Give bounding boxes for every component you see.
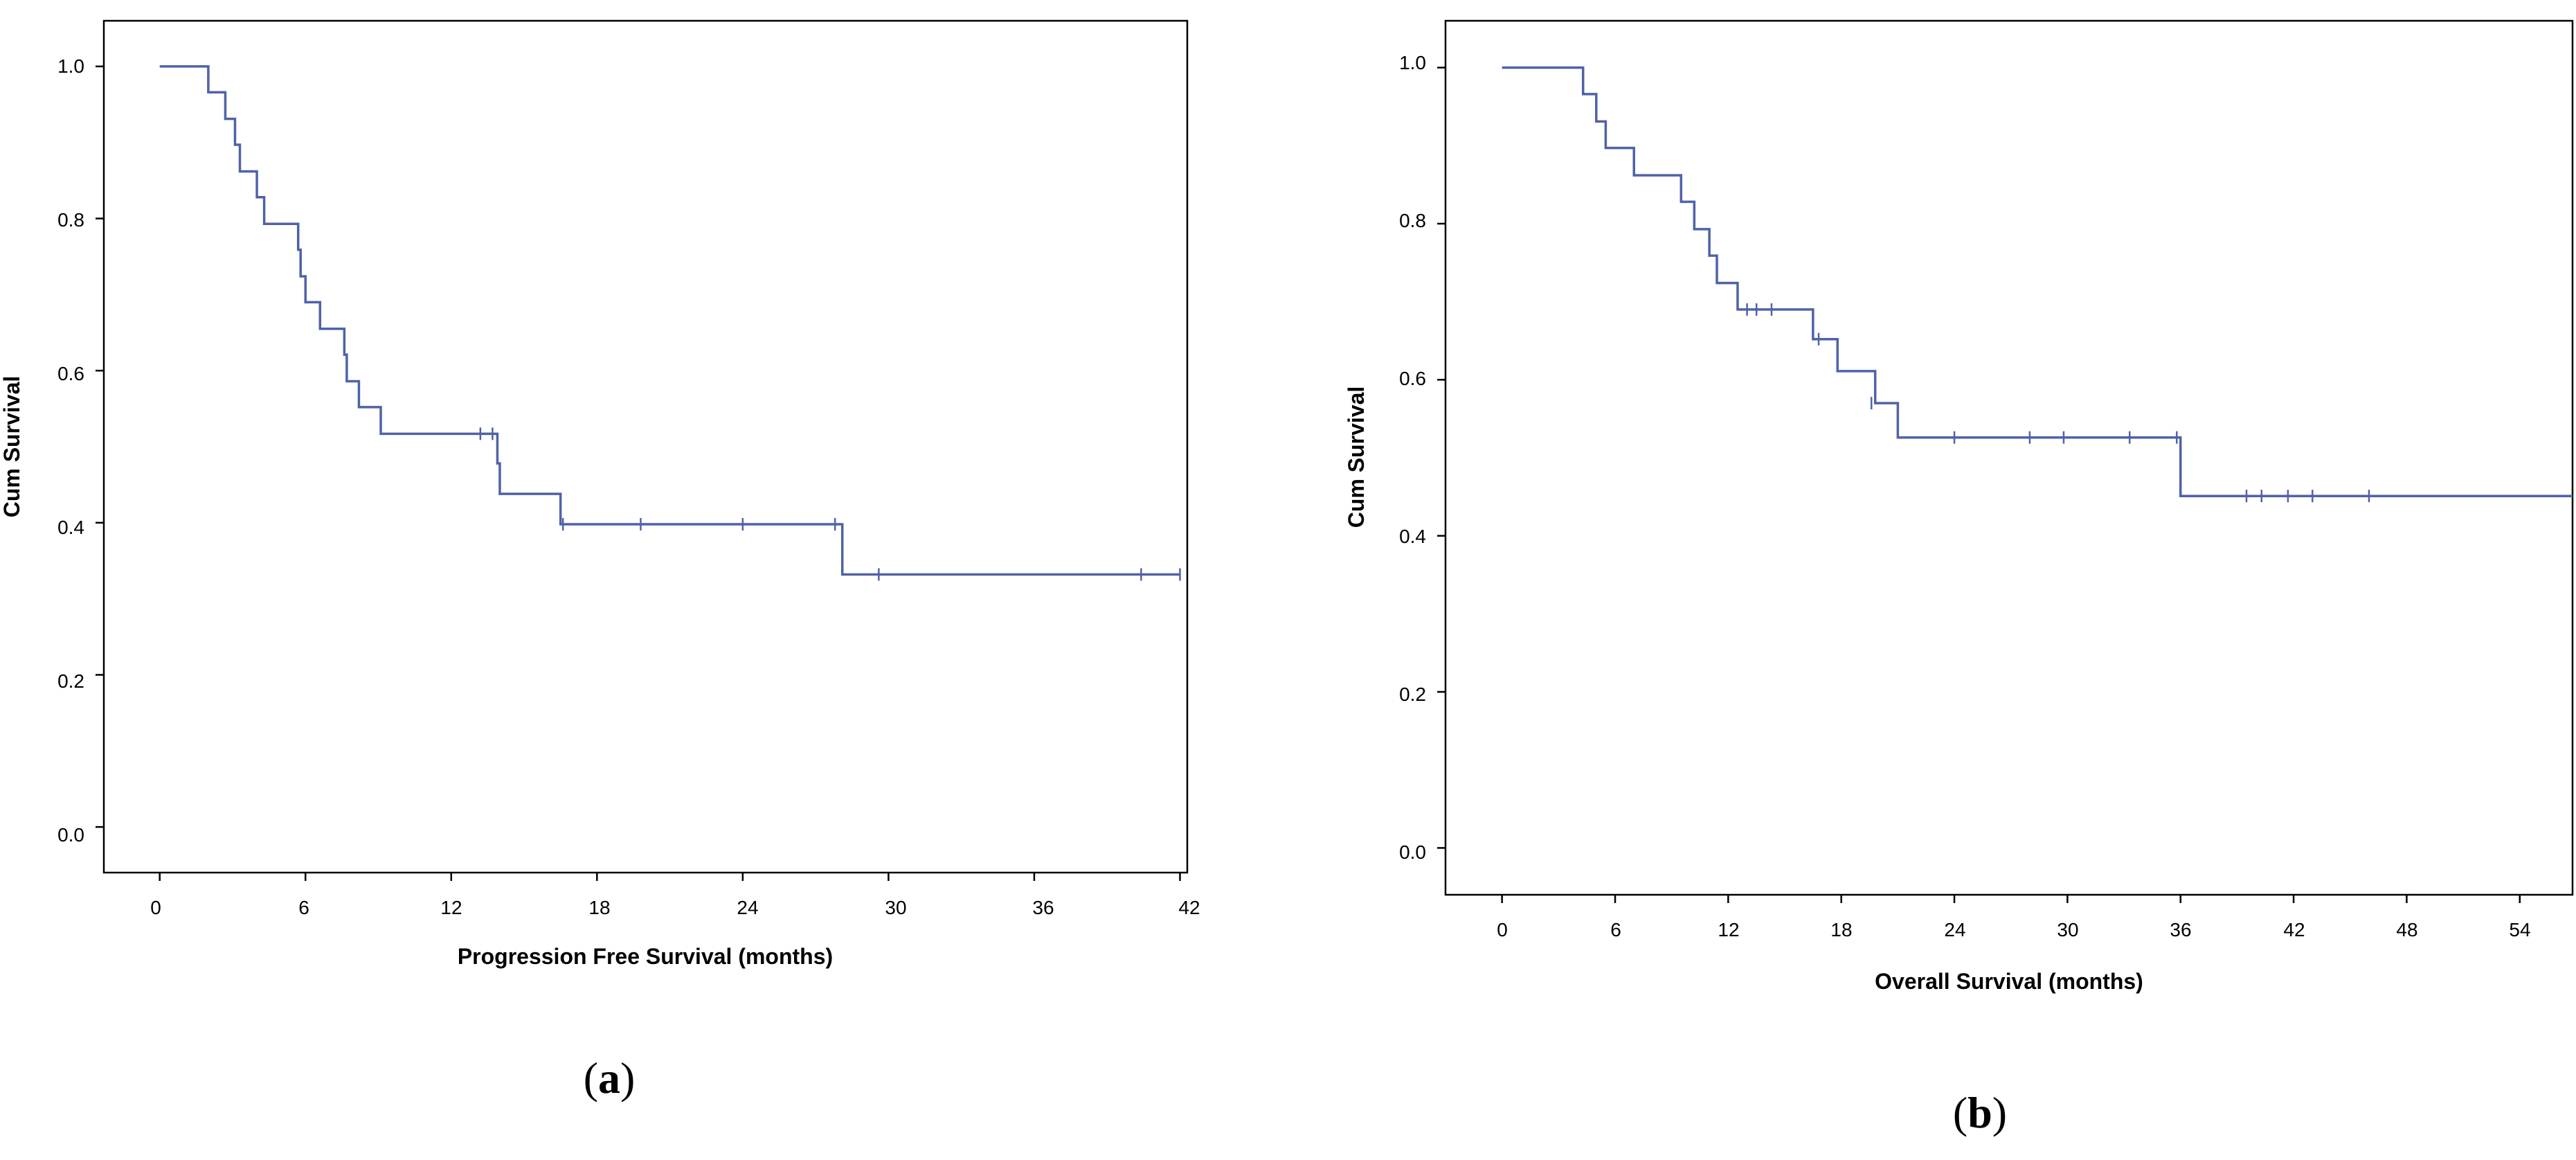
y-tick-label: 0.2 (1399, 684, 1426, 705)
y-tick-label: 0.8 (1399, 210, 1426, 231)
x-tick-label: 12 (1718, 919, 1739, 940)
y-tick-label: 0.2 (57, 670, 84, 692)
y-tick-label: 1.0 (1399, 52, 1426, 73)
km-curve-a (159, 65, 1181, 581)
y-tick-labels-a: 0.0 0.2 0.4 0.6 0.8 1.0 (57, 55, 84, 846)
x-tick-label: 30 (2057, 919, 2078, 940)
x-tick-label: 18 (588, 897, 610, 918)
y-tick-label: 1.0 (57, 55, 84, 77)
y-axis-title-b: Cum Survival (1344, 386, 1369, 528)
y-tick-label: 0.0 (57, 824, 84, 846)
x-axis-title-a: Progression Free Survival (months) (458, 944, 833, 969)
survival-step-line (159, 65, 1180, 576)
x-tick-label: 24 (737, 897, 758, 918)
x-tick-labels-a: 0 6 12 18 24 30 36 42 (150, 897, 1200, 918)
km-curve-b (1502, 66, 2573, 503)
plot-frame-a (102, 19, 1189, 874)
y-axis-title-a: Cum Survival (0, 376, 24, 518)
x-tick-labels-b: 0 6 12 18 24 30 36 42 48 54 (1497, 919, 2530, 940)
x-tick-label: 48 (2396, 919, 2417, 940)
x-tick-label: 6 (298, 897, 309, 918)
panel-a: 0.0 0.2 0.4 0.6 0.8 1.0 0 6 12 18 24 30 … (0, 19, 1200, 1103)
y-tick-labels-b: 0.0 0.2 0.4 0.6 0.8 1.0 (1399, 52, 1426, 863)
y-tick-label: 0.0 (1399, 841, 1426, 863)
survival-step-line (1502, 66, 2573, 497)
x-tick-label: 24 (1944, 919, 1965, 940)
x-tick-label: 6 (1610, 919, 1621, 940)
panel-b: 0.0 0.2 0.4 0.6 0.8 1.0 0 6 12 18 24 30 … (1344, 19, 2574, 1137)
panel-label-a: (a) (584, 1053, 636, 1103)
x-axis-title-b: Overall Survival (months) (1875, 969, 2143, 994)
y-tick-label: 0.6 (57, 363, 84, 384)
x-tick-label: 54 (2509, 919, 2530, 940)
x-tick-label: 30 (885, 897, 906, 918)
y-tick-label: 0.4 (57, 517, 84, 538)
x-tick-label: 0 (150, 897, 161, 918)
plot-frame-b (1444, 19, 2574, 896)
tick-marks-b (1437, 66, 2521, 903)
x-tick-label: 36 (2170, 919, 2191, 940)
y-tick-label: 0.4 (1399, 526, 1426, 547)
tick-marks-a (96, 65, 1181, 881)
x-tick-label: 0 (1497, 919, 1508, 940)
panel-label-b: (b) (1953, 1088, 2007, 1137)
x-tick-label: 36 (1032, 897, 1054, 918)
x-tick-label: 42 (1178, 897, 1200, 918)
x-tick-label: 18 (1830, 919, 1852, 940)
y-tick-label: 0.8 (57, 209, 84, 231)
x-tick-label: 12 (440, 897, 462, 918)
x-tick-label: 42 (2283, 919, 2305, 940)
y-tick-label: 0.6 (1399, 368, 1426, 389)
